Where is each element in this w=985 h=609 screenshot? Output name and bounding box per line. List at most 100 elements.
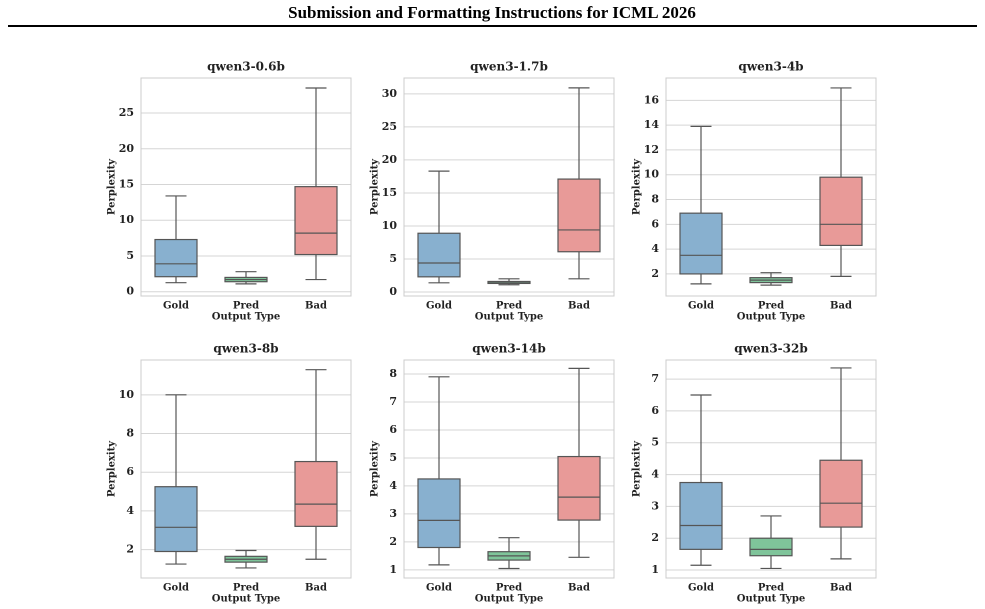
y-tick-label: 16	[644, 93, 660, 106]
plot-frame	[403, 359, 615, 579]
x-tick-label: Bad	[568, 301, 590, 312]
chart: qwen3-32b 1 2 3 4 5 6 7 Gold Pred Bad Output Type Pe…	[632, 342, 877, 605]
page-header: Submission and Formatting Instructions f…	[288, 3, 696, 22]
x-tick-label: Bad	[830, 583, 852, 594]
x-axis-label: Output Type	[212, 312, 280, 323]
y-tick-label: 2	[651, 267, 659, 280]
box	[154, 486, 198, 553]
y-tick-label: 5	[389, 451, 397, 464]
y-tick-label: 10	[382, 219, 398, 232]
box	[557, 178, 601, 253]
x-axis-label: Output Type	[212, 594, 280, 605]
y-tick-label: 14	[644, 118, 660, 131]
x-axis-label: Output Type	[737, 594, 805, 605]
y-tick-label: 10	[119, 388, 135, 401]
x-tick-label: Pred	[496, 583, 522, 594]
y-tick-label: 4	[651, 468, 659, 481]
y-tick-label: 7	[389, 395, 397, 408]
x-tick-label: Gold	[688, 583, 714, 594]
y-tick-label: 20	[382, 153, 398, 166]
y-tick-label: 6	[651, 404, 659, 417]
chart: qwen3-8b 2 4 6 8 10 Gold Pred Bad Output Type Perp…	[107, 342, 352, 605]
x-tick-label: Pred	[758, 301, 784, 312]
y-tick-label: 10	[119, 213, 135, 226]
y-tick-label: 3	[389, 507, 397, 520]
y-tick-label: 0	[389, 285, 397, 298]
box	[819, 459, 863, 528]
x-tick-label: Gold	[426, 583, 452, 594]
plot-frame	[665, 359, 877, 579]
x-tick-label: Gold	[688, 301, 714, 312]
y-tick-label: 4	[651, 242, 659, 255]
x-axis-label: Output Type	[737, 312, 805, 323]
y-tick-label: 8	[126, 427, 134, 440]
chart-title: qwen3-4b	[738, 60, 803, 74]
y-tick-label: 4	[389, 479, 397, 492]
x-tick-label: Bad	[305, 583, 327, 594]
x-tick-label: Pred	[496, 301, 522, 312]
y-tick-label: 20	[119, 142, 135, 155]
plot-frame	[140, 77, 352, 297]
box	[679, 481, 723, 550]
y-tick-label: 5	[126, 249, 134, 262]
chart-title: qwen3-8b	[213, 342, 278, 356]
chart: qwen3-0.6b 0 5 10 15 20 25 Gold Pred Bad Output Ty…	[107, 60, 352, 323]
y-axis-label: Perplexity	[632, 158, 643, 215]
y-axis-label: Perplexity	[370, 440, 381, 497]
y-tick-label: 0	[126, 285, 134, 298]
y-tick-label: 2	[389, 535, 397, 548]
chart-title: qwen3-32b	[734, 342, 808, 356]
x-tick-label: Pred	[233, 301, 259, 312]
chart: qwen3-4b 2 4 6 8 10 12 14 16 Gold Pred Bad Output Ty…	[632, 60, 877, 323]
chart-title: qwen3-1.7b	[470, 60, 548, 74]
y-axis-label: Perplexity	[107, 440, 118, 497]
box	[679, 212, 723, 275]
x-tick-label: Bad	[305, 301, 327, 312]
y-tick-label: 30	[382, 87, 398, 100]
box	[417, 478, 461, 549]
y-tick-label: 6	[126, 465, 134, 478]
y-tick-label: 6	[651, 217, 659, 230]
box	[294, 460, 338, 527]
x-tick-label: Gold	[163, 301, 189, 312]
y-tick-label: 2	[651, 531, 659, 544]
x-axis-label: Output Type	[475, 312, 543, 323]
plot-frame	[403, 77, 615, 297]
x-tick-label: Gold	[426, 301, 452, 312]
y-tick-label: 5	[389, 252, 397, 265]
y-tick-label: 4	[126, 504, 134, 517]
box	[557, 455, 601, 521]
x-tick-label: Bad	[568, 583, 590, 594]
y-tick-label: 3	[651, 499, 659, 512]
x-tick-label: Bad	[830, 301, 852, 312]
x-axis-label: Output Type	[475, 594, 543, 605]
chart-title: qwen3-14b	[472, 342, 546, 356]
y-tick-label: 5	[651, 436, 659, 449]
y-tick-label: 15	[119, 177, 134, 190]
y-tick-label: 12	[644, 143, 659, 156]
y-tick-label: 10	[644, 168, 660, 181]
box	[417, 232, 461, 278]
y-tick-label: 7	[651, 372, 659, 385]
y-tick-label: 25	[119, 106, 134, 119]
y-tick-label: 1	[651, 563, 659, 576]
y-tick-label: 8	[651, 193, 659, 206]
y-tick-label: 2	[126, 543, 134, 556]
box	[294, 186, 338, 256]
y-axis-label: Perplexity	[632, 440, 643, 497]
box	[154, 238, 198, 278]
y-tick-label: 6	[389, 423, 397, 436]
plot-frame	[665, 77, 877, 297]
y-tick-label: 15	[382, 186, 397, 199]
plot-frame	[140, 359, 352, 579]
chart: qwen3-14b 1 2 3 4 5 6 7 8 Gold Pred Bad Output Type P…	[370, 342, 615, 605]
y-tick-label: 8	[389, 367, 397, 380]
box	[819, 176, 863, 247]
y-tick-label: 25	[382, 120, 397, 133]
y-axis-label: Perplexity	[370, 158, 381, 215]
x-tick-label: Pred	[758, 583, 784, 594]
x-tick-label: Gold	[163, 583, 189, 594]
chart-title: qwen3-0.6b	[207, 60, 285, 74]
y-axis-label: Perplexity	[107, 158, 118, 215]
